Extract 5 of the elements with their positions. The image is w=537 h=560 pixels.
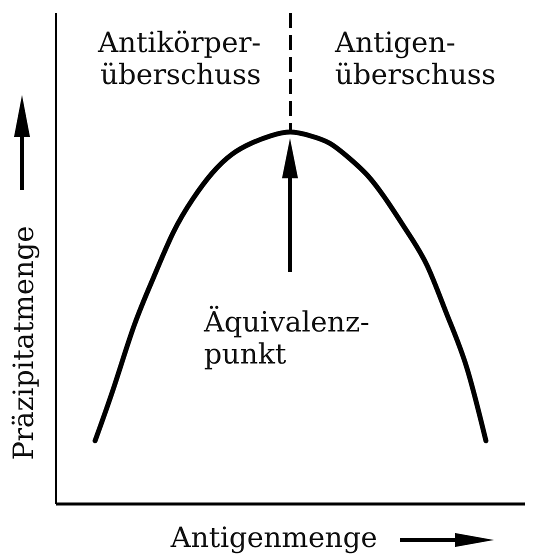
- text: Antikörper- überschuss: [96, 26, 261, 91]
- annotation: Äquivalenz- punkt: [203, 305, 370, 370]
- x-axis-title: Antigenmenge: [170, 521, 378, 554]
- y-axis-title: Präzipitatmenge: [7, 226, 40, 460]
- text: Antigen- überschuss: [334, 26, 496, 91]
